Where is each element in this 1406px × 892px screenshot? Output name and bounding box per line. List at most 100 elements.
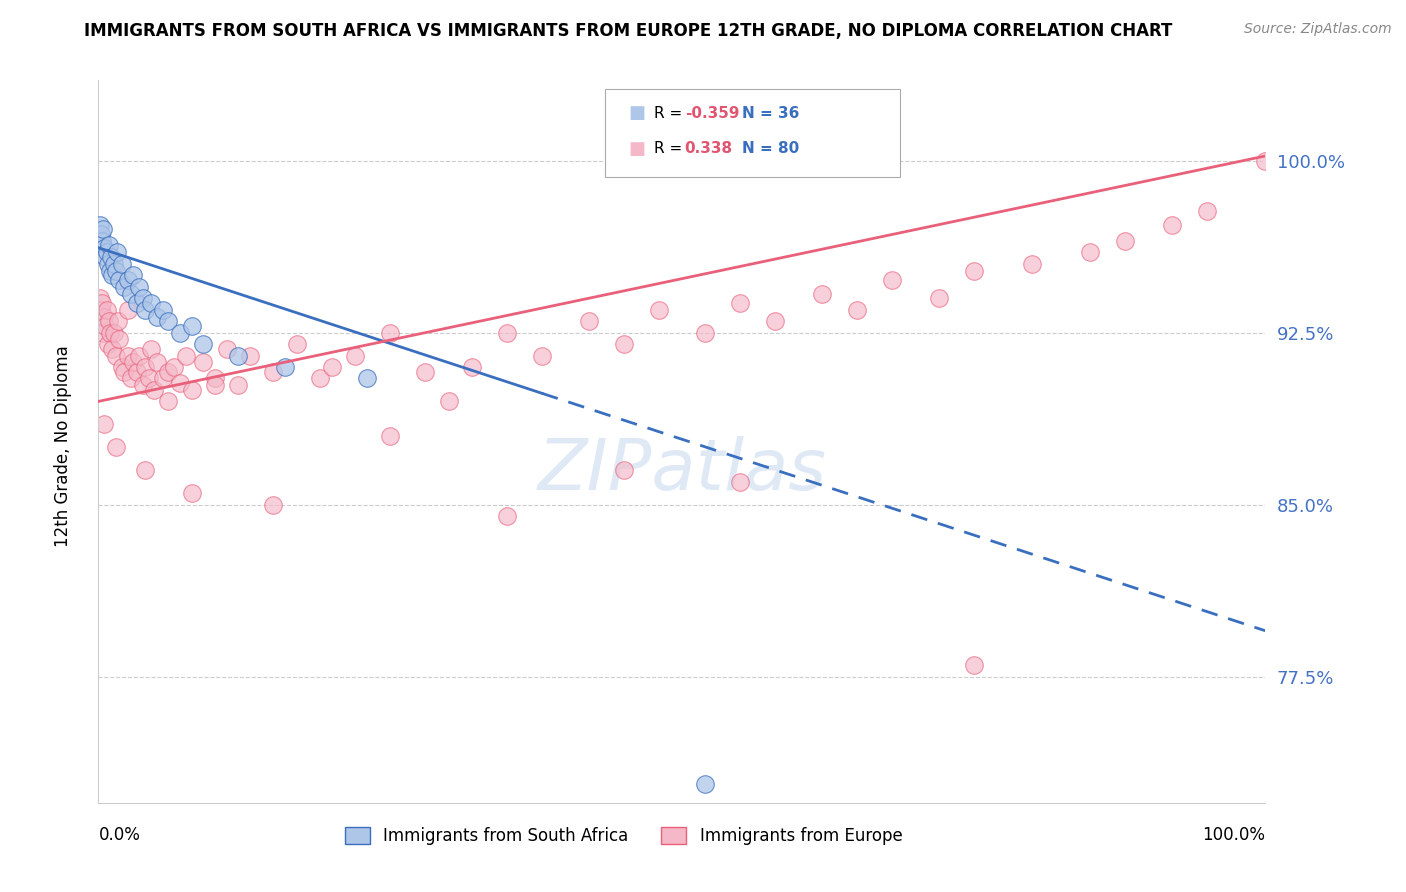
Point — [90, 227, 112, 241]
Point — [496, 509, 519, 524]
Point — [90, 302, 112, 317]
Point — [94, 318, 117, 333]
Point — [530, 349, 553, 363]
Point — [117, 273, 139, 287]
Point — [163, 359, 186, 374]
Text: R =: R = — [654, 142, 688, 156]
Point — [146, 355, 169, 369]
Point — [309, 371, 332, 385]
Point — [104, 263, 127, 277]
Point — [93, 241, 115, 255]
Point — [103, 326, 125, 340]
Point — [215, 342, 238, 356]
Point — [112, 279, 135, 293]
Text: 100.0%: 100.0% — [1202, 826, 1265, 844]
Point — [97, 314, 120, 328]
Point — [695, 326, 717, 340]
Text: 0.0%: 0.0% — [98, 826, 141, 844]
Point — [962, 263, 984, 277]
Point — [107, 314, 129, 328]
Point — [274, 359, 297, 374]
Point — [134, 302, 156, 317]
Point — [91, 326, 114, 340]
Point — [100, 250, 122, 264]
Point — [174, 349, 197, 363]
Point — [152, 302, 174, 317]
Point — [647, 302, 669, 317]
Point — [321, 359, 343, 374]
Point — [461, 359, 484, 374]
Point — [112, 365, 135, 379]
Point — [93, 417, 115, 432]
Point — [380, 326, 402, 340]
Point — [1080, 245, 1102, 260]
Point — [89, 218, 111, 232]
Point — [103, 257, 125, 271]
Point — [90, 234, 112, 248]
Point — [496, 326, 519, 340]
Point — [880, 273, 903, 287]
Point — [134, 463, 156, 477]
Point — [101, 268, 124, 283]
Point — [90, 295, 112, 310]
Point — [169, 326, 191, 340]
Point — [613, 337, 636, 351]
Point — [763, 314, 786, 328]
Point — [89, 291, 111, 305]
Point — [117, 349, 139, 363]
Point — [101, 342, 124, 356]
Point — [180, 318, 202, 333]
Text: N = 80: N = 80 — [742, 142, 800, 156]
Text: ■: ■ — [628, 140, 645, 158]
Point — [120, 371, 142, 385]
Text: 0.338: 0.338 — [685, 142, 733, 156]
Point — [157, 394, 180, 409]
Point — [695, 777, 717, 791]
Point — [1161, 218, 1184, 232]
Text: IMMIGRANTS FROM SOUTH AFRICA VS IMMIGRANTS FROM EUROPE 12TH GRADE, NO DIPLOMA CO: IMMIGRANTS FROM SOUTH AFRICA VS IMMIGRAN… — [84, 22, 1173, 40]
Point — [228, 349, 250, 363]
Point — [730, 295, 752, 310]
Point — [104, 349, 127, 363]
Point — [143, 383, 166, 397]
Point — [578, 314, 600, 328]
Point — [1254, 153, 1277, 168]
Point — [811, 286, 834, 301]
Point — [239, 349, 262, 363]
Point — [91, 222, 114, 236]
Point — [380, 429, 402, 443]
Point — [1114, 234, 1136, 248]
Point — [132, 378, 155, 392]
Point — [111, 359, 134, 374]
Point — [344, 349, 367, 363]
Text: -0.359: -0.359 — [685, 106, 740, 120]
Point — [146, 310, 169, 324]
Point — [437, 394, 460, 409]
Point — [96, 302, 118, 317]
Point — [97, 337, 120, 351]
Point — [204, 371, 226, 385]
Point — [139, 342, 162, 356]
Point — [105, 245, 128, 260]
Point — [125, 365, 148, 379]
Point — [193, 355, 215, 369]
Point — [1021, 257, 1043, 271]
Point — [157, 365, 180, 379]
Point — [180, 486, 202, 500]
Point — [139, 295, 162, 310]
Point — [108, 273, 131, 287]
Point — [262, 365, 284, 379]
Legend: Immigrants from South Africa, Immigrants from Europe: Immigrants from South Africa, Immigrants… — [344, 827, 903, 845]
Point — [285, 337, 308, 351]
Text: Source: ZipAtlas.com: Source: ZipAtlas.com — [1244, 22, 1392, 37]
Point — [157, 314, 180, 328]
Point — [97, 238, 120, 252]
Point — [138, 371, 160, 385]
Point — [93, 310, 115, 324]
Point — [356, 371, 378, 385]
Point — [117, 302, 139, 317]
Point — [262, 498, 284, 512]
Point — [152, 371, 174, 385]
Point — [98, 326, 121, 340]
Point — [125, 295, 148, 310]
